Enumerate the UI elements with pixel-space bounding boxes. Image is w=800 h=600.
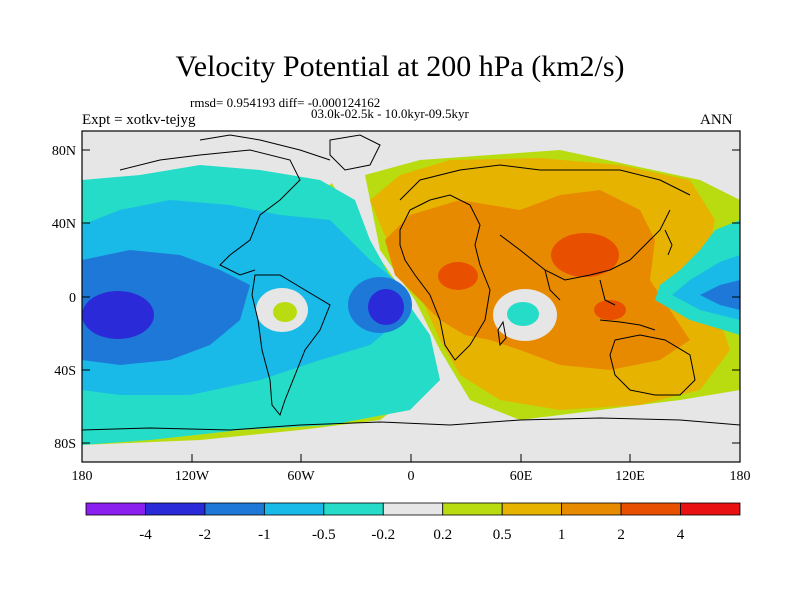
negative-core-west-pacific	[700, 280, 740, 310]
lon-tick-label: 180	[72, 469, 93, 484]
colorbar-label: -0.5	[312, 527, 336, 543]
colorbar-swatch	[323, 502, 384, 516]
lat-tick-label: 40N	[52, 217, 76, 232]
colorbar-swatch	[85, 502, 146, 516]
lon-tick-label: 120E	[615, 469, 645, 484]
experiment-label: Expt = xotkv-tejyg	[82, 112, 196, 128]
positive-spot-amazon	[273, 302, 297, 322]
colorbar-label: -4	[139, 527, 152, 543]
colorbar-label: 4	[677, 527, 685, 543]
colorbar-label: 0.5	[493, 527, 512, 543]
negative-core-atlantic	[368, 289, 404, 325]
colorbar-swatch	[204, 502, 265, 516]
positive-core-africa	[438, 262, 478, 290]
positive-core-asia	[551, 233, 619, 277]
longitude-labels: 180 120W 60W 0 60E 120E 180	[72, 469, 751, 484]
colorbar-label: -2	[199, 527, 212, 543]
colorbar-swatch	[442, 502, 503, 516]
latitude-axis	[82, 149, 740, 444]
positive-core-indonesia	[594, 300, 626, 320]
colorbar-label: 0.2	[433, 527, 452, 543]
season-label: ANN	[700, 112, 733, 128]
colorbar-label: -1	[258, 527, 271, 543]
lat-tick-label: 80S	[54, 437, 76, 452]
lon-tick-label: 180	[730, 469, 751, 484]
colorbar-labels: -4 -2 -1 -0.5 -0.2 0.2 0.5 1 2 4	[139, 527, 685, 543]
lon-tick-label: 120W	[175, 469, 210, 484]
negative-spot-indian-ocean	[507, 302, 539, 326]
neutral-zone-atlantic	[82, 131, 740, 462]
colorbar-swatch	[620, 502, 681, 516]
colorbar-swatch	[263, 502, 325, 516]
lon-tick-label: 60W	[287, 469, 315, 484]
colorbar-swatch	[501, 502, 563, 516]
lat-tick-label: 40S	[54, 364, 76, 379]
lat-tick-label: 0	[69, 291, 76, 306]
latitude-labels: 80N 40N 0 40S 80S	[52, 144, 76, 452]
chart-title: Velocity Potential at 200 hPa (km2/s)	[175, 50, 625, 83]
rmsd-label: rmsd= 0.954193 diff= -0.000124162	[190, 95, 381, 110]
colorbar-label: 2	[617, 527, 625, 543]
colorbar	[85, 502, 741, 516]
colorbar-swatch	[680, 502, 741, 516]
lon-tick-label: 0	[408, 469, 415, 484]
positive-region-eurasia-mid	[385, 190, 690, 370]
negative-core-pacific	[82, 291, 154, 339]
contour-field	[82, 131, 740, 462]
lat-tick-label: 80N	[52, 144, 76, 159]
lon-tick-label: 60E	[510, 469, 533, 484]
colorbar-swatch	[145, 502, 206, 516]
period-range-label: 03.0k-02.5k - 10.0kyr-09.5kyr	[311, 106, 469, 121]
longitude-axis	[81, 454, 741, 462]
colorbar-swatch	[561, 502, 622, 516]
colorbar-label: 1	[558, 527, 566, 543]
colorbar-swatch	[382, 502, 444, 516]
coastlines	[82, 134, 740, 431]
colorbar-label: -0.2	[371, 527, 395, 543]
